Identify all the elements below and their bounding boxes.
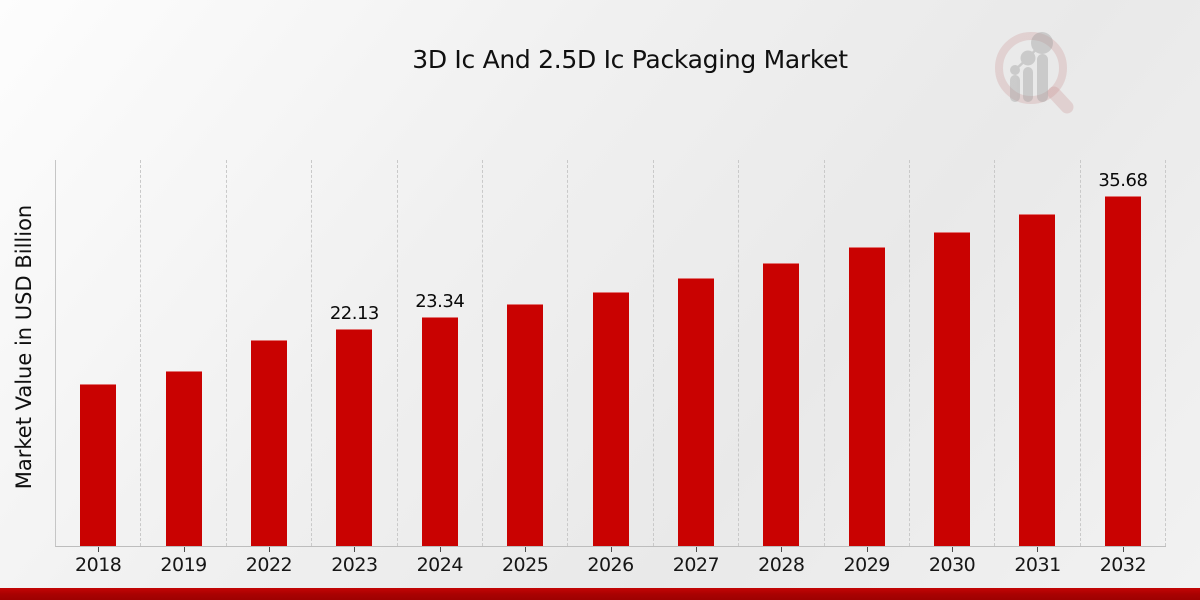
chart-column-2030: 2030	[910, 160, 996, 576]
x-axis-label-2022: 2022	[245, 554, 293, 576]
x-axis-label-2030: 2030	[928, 554, 976, 576]
x-axis-label-2028: 2028	[758, 554, 805, 576]
bar-2028	[763, 262, 800, 546]
chart-column-2022: 2022	[227, 160, 313, 576]
plot-area: 2018 2019 2022 22.13 2023 23.34 2024 2025 2026 20…	[55, 160, 1167, 576]
x-axis-tick	[952, 547, 954, 552]
bar-2032	[1104, 196, 1141, 546]
x-axis-tick	[268, 547, 270, 552]
x-axis-tick	[781, 547, 783, 552]
bar-2026	[592, 292, 629, 546]
chart-title: 3D Ic And 2.5D Ic Packaging Market	[412, 45, 848, 74]
bar-2025	[507, 304, 544, 546]
x-axis-tick	[695, 547, 697, 552]
footer-accent-bar	[0, 588, 1200, 600]
x-axis-label-2024: 2024	[416, 554, 464, 576]
magnifier-bar-chart-watermark-icon	[995, 32, 1074, 114]
x-axis-label-2032: 2032	[1099, 554, 1147, 576]
x-axis-label-2031: 2031	[1014, 554, 1061, 576]
x-axis-label-2029: 2029	[843, 554, 891, 576]
chart-column-2032: 35.68 2032	[1081, 160, 1167, 576]
bar-2023	[336, 329, 373, 546]
bar-value-label-2032: 35.68	[1098, 170, 1148, 192]
bar-2027	[677, 277, 714, 546]
x-axis-label-2018: 2018	[75, 554, 122, 576]
x-axis-tick	[354, 547, 356, 552]
chart-column-2019: 2019	[141, 160, 227, 576]
chart-column-2029: 2029	[825, 160, 910, 576]
x-axis-tick	[866, 547, 868, 552]
y-axis-label: Market Value in USD Billion	[12, 204, 36, 490]
bar-2031	[1019, 213, 1056, 546]
chart-column-2027: 2027	[654, 160, 740, 576]
chart-column-2025: 2025	[483, 160, 569, 576]
bar-value-label-2023: 22.13	[329, 303, 380, 325]
bar-2029	[848, 247, 885, 546]
chart-column-2028: 2028	[739, 160, 825, 576]
bar-2022	[250, 340, 287, 546]
bar-2030	[934, 231, 971, 546]
chart-column-2026: 2026	[568, 160, 654, 576]
x-axis-tick	[1122, 547, 1124, 552]
x-axis-tick	[98, 547, 100, 552]
bar-2018	[80, 384, 117, 546]
x-axis-tick	[183, 547, 185, 552]
x-axis-tick	[610, 547, 612, 552]
bar-value-label-2024: 23.34	[415, 291, 465, 313]
chart-column-2018: 2018	[56, 160, 142, 576]
x-axis-label-2026: 2026	[587, 554, 634, 576]
x-axis-tick	[439, 547, 441, 552]
bar-2024	[421, 317, 458, 546]
x-axis-tick	[1037, 547, 1039, 552]
chart-column-2031: 2031	[995, 160, 1081, 576]
chart-column-2023: 22.13 2023	[312, 160, 398, 576]
x-axis-label-2023: 2023	[331, 554, 378, 576]
bar-2019	[165, 370, 202, 546]
x-axis-label-2019: 2019	[160, 554, 207, 576]
chart-column-2024: 23.34 2024	[398, 160, 483, 576]
x-axis-label-2027: 2027	[672, 554, 720, 576]
x-axis-label-2025: 2025	[501, 554, 549, 576]
x-axis-tick	[525, 547, 527, 552]
